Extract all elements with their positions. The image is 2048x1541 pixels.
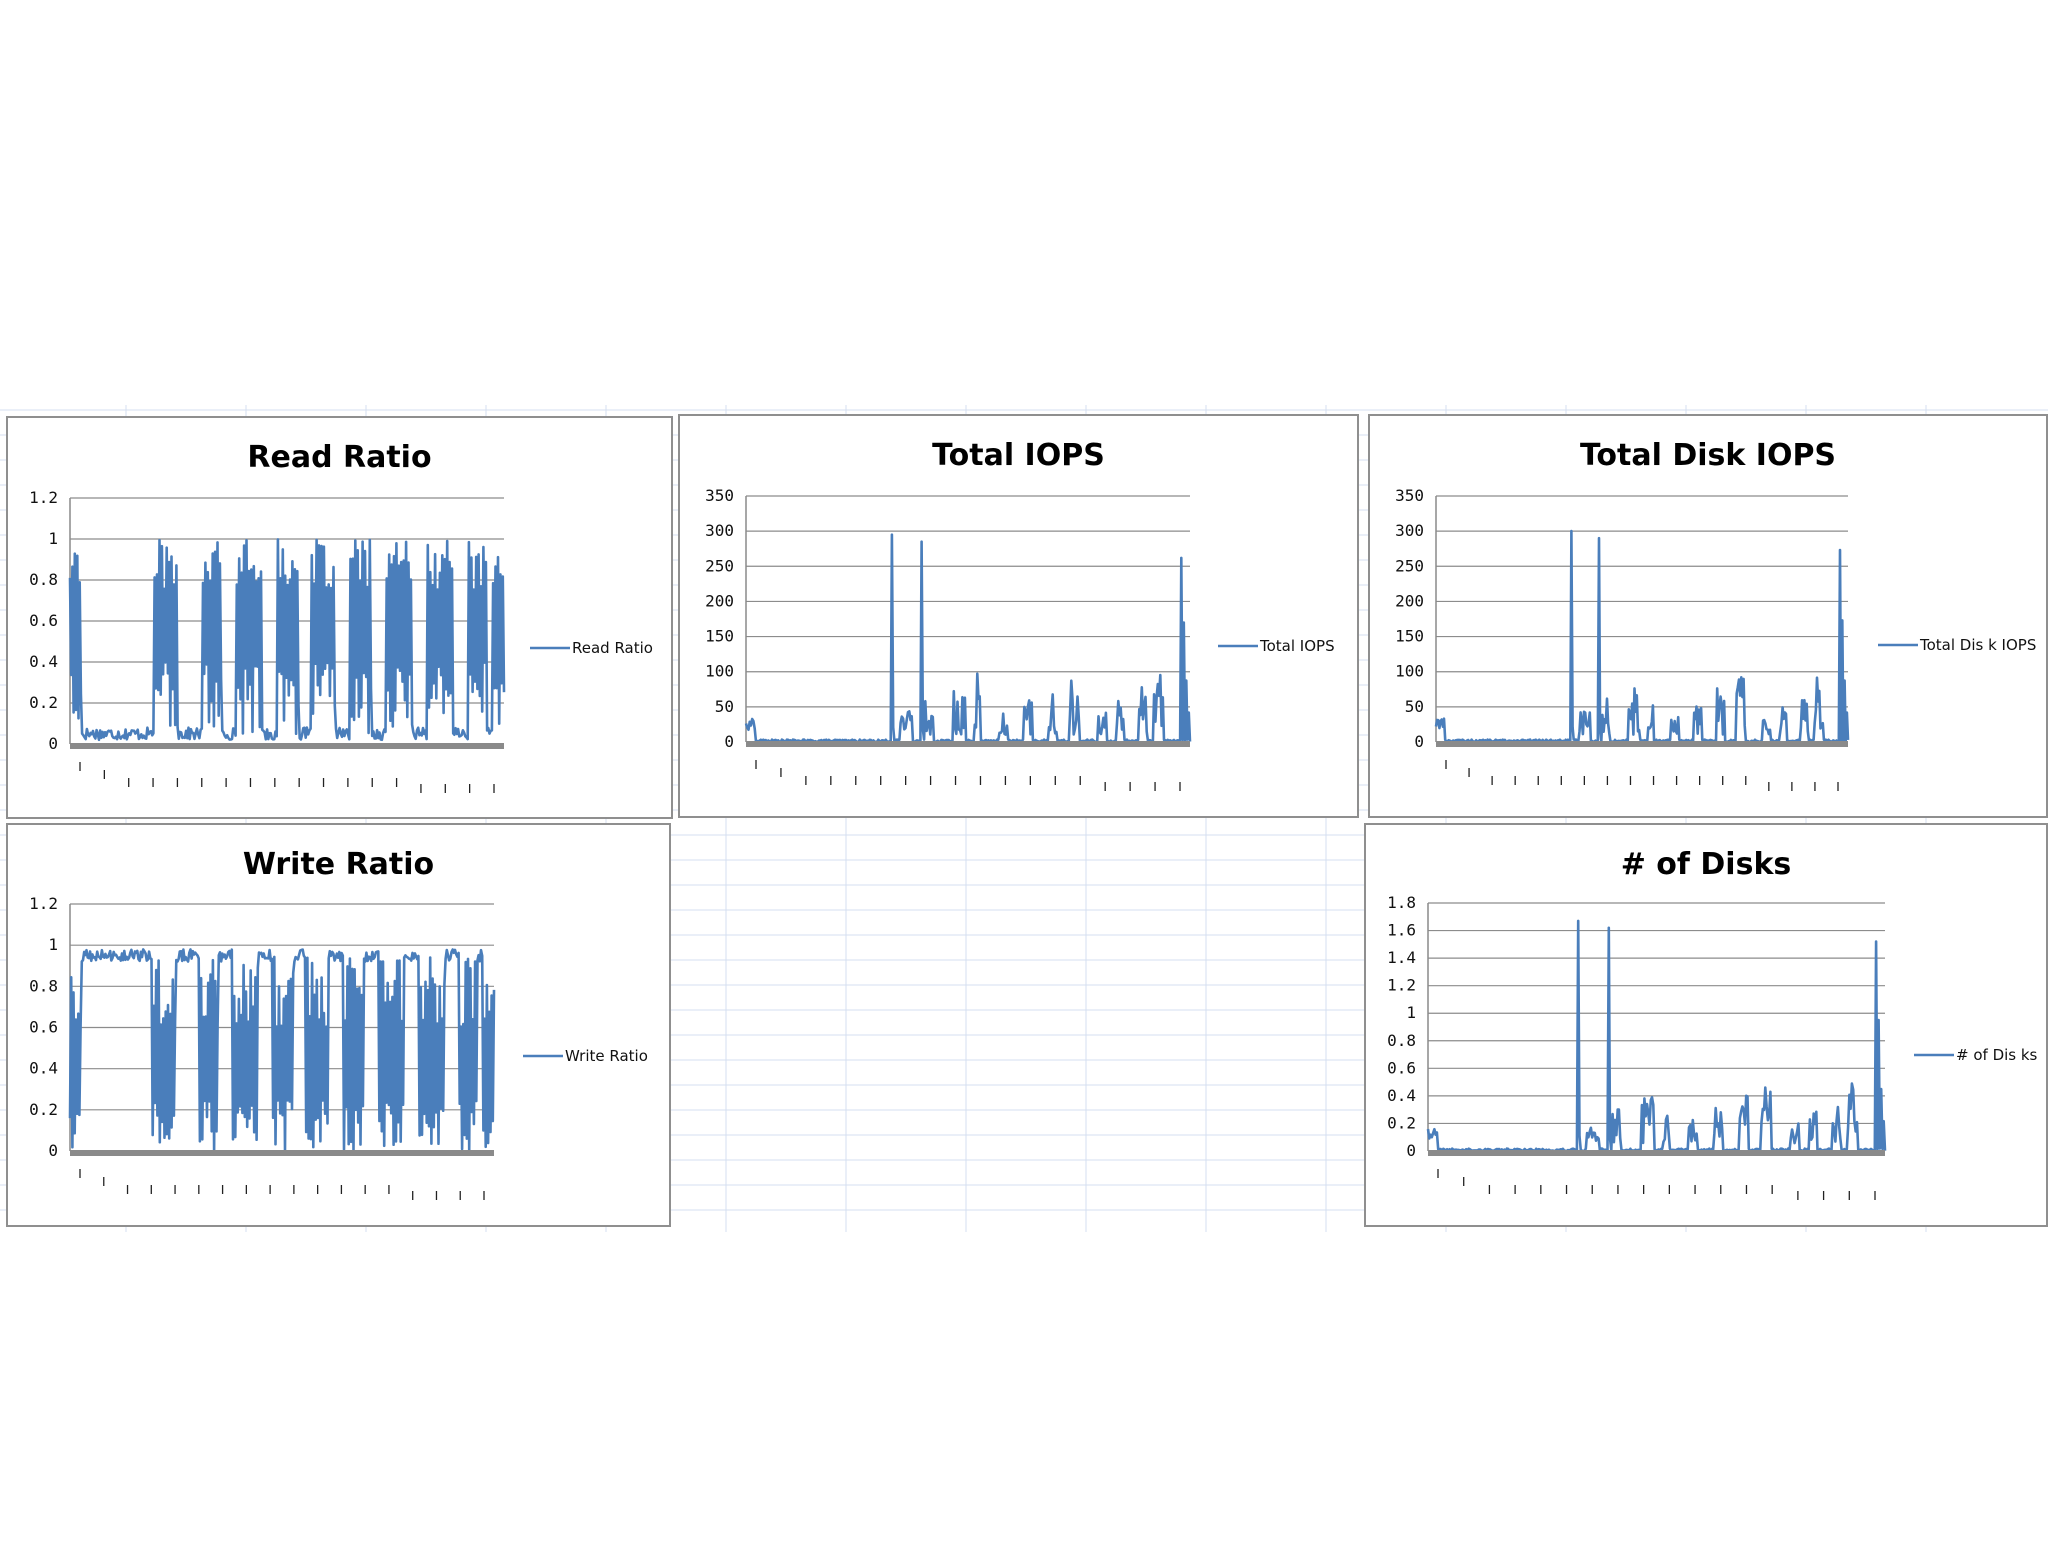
y-tick-label: 200 <box>705 591 734 610</box>
y-tick-label: 0.6 <box>1387 1058 1416 1077</box>
chart-total-iops[interactable]: Total IOPS 350 300 250 200 150 100 50 0 Total IO… <box>678 414 1359 818</box>
y-tick-label: 0.2 <box>29 693 58 712</box>
y-tick-label: 1.2 <box>29 488 58 507</box>
chart-num-disks[interactable]: # of Disks 1.8 1.6 1.4 1.2 1 0.8 0.6 0.4 0.2 0 # o… <box>1364 823 2048 1227</box>
y-tick-label: 50 <box>715 697 734 716</box>
chart-canvas: 350 300 250 200 150 100 50 0 Total IOPS <box>705 486 1335 791</box>
series-line <box>68 948 496 1153</box>
y-tick-label: 0.6 <box>29 1018 58 1037</box>
y-tick-label: 0.8 <box>29 976 58 995</box>
chart-title: Write Ratio <box>242 847 435 882</box>
y-tick-label: 350 <box>1395 486 1424 505</box>
y-tick-label: 250 <box>1395 556 1424 575</box>
y-tick-label: 350 <box>705 486 734 505</box>
legend-label: Total Dis k IOPS <box>1919 636 2036 654</box>
series-line <box>68 538 506 742</box>
chart-canvas: 350 300 250 200 150 100 50 0 Total Dis k IOPS <box>1395 486 2036 791</box>
y-tick-label: 200 <box>1395 591 1424 610</box>
y-tick-label: 0.2 <box>1387 1113 1416 1132</box>
legend-label: # of Dis ks <box>1956 1046 2038 1064</box>
y-tick-label: 300 <box>705 521 734 540</box>
y-tick-label: 1.2 <box>1387 976 1416 995</box>
chart-canvas: 1.2 1 0.8 0.6 0.4 0.2 0 Read Ratio <box>29 488 653 793</box>
y-tick-label: 0.4 <box>29 1059 58 1078</box>
y-tick-label: 0.8 <box>29 570 58 589</box>
series-line <box>1426 919 1887 1153</box>
y-tick-label: 1.6 <box>1387 921 1416 940</box>
y-tick-label: 1 <box>48 935 58 954</box>
y-tick-label: 150 <box>1395 627 1424 646</box>
series-line <box>1434 529 1850 744</box>
y-tick-label: 1 <box>1406 1003 1416 1022</box>
y-tick-label: 250 <box>705 556 734 575</box>
chart-write-ratio[interactable]: Write Ratio 1.2 1 0.8 0.6 0.4 0.2 0 Write Ratio <box>6 823 671 1227</box>
y-tick-label: 1.4 <box>1387 948 1416 967</box>
y-tick-label: 0 <box>724 732 734 751</box>
y-tick-label: 0.6 <box>29 611 58 630</box>
chart-total-disk-iops[interactable]: Total Disk IOPS 350 300 250 200 150 100 50 0 Tot… <box>1368 414 2048 818</box>
chart-title: Total Disk IOPS <box>1579 438 1837 473</box>
y-tick-label: 0 <box>48 1141 58 1160</box>
y-tick-label: 1 <box>48 529 58 548</box>
chart-canvas: 1.8 1.6 1.4 1.2 1 0.8 0.6 0.4 0.2 0 # of Dis ks <box>1387 893 2038 1200</box>
y-tick-label: 0 <box>1406 1141 1416 1160</box>
y-tick-label: 1.8 <box>1387 893 1416 912</box>
y-tick-label: 150 <box>705 627 734 646</box>
y-tick-label: 1.2 <box>29 894 58 913</box>
legend-label: Total IOPS <box>1259 637 1335 655</box>
chart-canvas: 1.2 1 0.8 0.6 0.4 0.2 0 Write Ratio <box>29 894 648 1200</box>
y-tick-label: 0.2 <box>29 1100 58 1119</box>
chart-read-ratio[interactable]: Read Ratio 1.2 1 0.8 0.6 0.4 0.2 0 Read Ratio <box>6 416 673 819</box>
y-tick-label: 0 <box>1414 732 1424 751</box>
series-line <box>744 533 1192 744</box>
y-tick-label: 0.4 <box>29 652 58 671</box>
y-tick-label: 0.8 <box>1387 1031 1416 1050</box>
legend-label: Write Ratio <box>565 1047 648 1065</box>
legend-label: Read Ratio <box>572 639 653 657</box>
y-tick-label: 100 <box>1395 662 1424 681</box>
chart-title: Total IOPS <box>932 438 1105 473</box>
y-tick-label: 300 <box>1395 521 1424 540</box>
chart-title: Read Ratio <box>247 440 432 475</box>
chart-title: # of Disks <box>1620 847 1792 882</box>
y-tick-label: 100 <box>705 662 734 681</box>
y-tick-label: 50 <box>1405 697 1424 716</box>
y-tick-label: 0.4 <box>1387 1086 1416 1105</box>
y-tick-label: 0 <box>48 734 58 753</box>
